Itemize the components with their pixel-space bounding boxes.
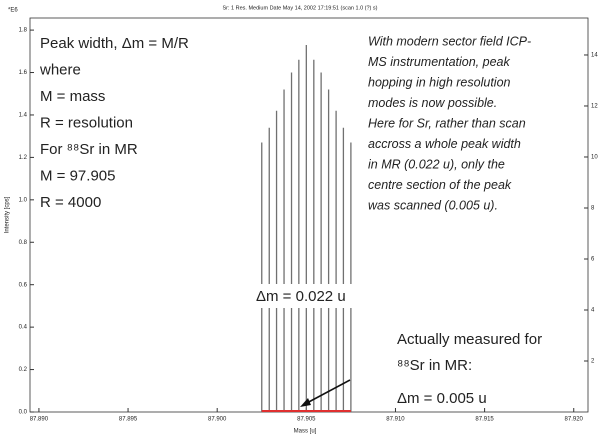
y-tick-label: 0.2 xyxy=(19,367,28,373)
y-unit: *E6 xyxy=(8,8,18,14)
x-tick-label: 87.910 xyxy=(386,417,405,423)
annotation: ⁸⁸Sr in MR: xyxy=(397,357,472,374)
y2-tick-label: 8 xyxy=(591,206,595,212)
arrow-head xyxy=(300,398,311,407)
y-tick-label: 0.6 xyxy=(19,282,28,288)
label-bg xyxy=(252,284,360,308)
x-axis-label: Mass [u] xyxy=(294,429,317,435)
x-tick-label: 87.890 xyxy=(30,417,49,423)
annotation: Δm = 0.005 u xyxy=(397,390,487,407)
annotation: Here for Sr, rather than scan xyxy=(368,116,526,130)
annotation: was scanned (0.005 u). xyxy=(368,198,498,212)
y-tick-label: 0.8 xyxy=(19,240,28,246)
annotations: Peak width, Δm = M/R where M = mass R = res… xyxy=(39,34,542,407)
annotation: For ⁸⁸Sr in MR xyxy=(40,141,138,158)
annotation: in MR (0.022 u), only the xyxy=(368,157,505,171)
annotation: where xyxy=(39,61,81,78)
annotation: MS instrumentation, peak xyxy=(368,55,510,69)
annotation: centre section of the peak xyxy=(368,178,512,192)
y-tick-label: 0.0 xyxy=(19,410,28,416)
x-tick-label: 87.915 xyxy=(475,417,494,423)
annotation: M = 97.905 xyxy=(40,167,115,184)
chart-title: Sr: 1 Res. Medium Date May 14, 2002 17:1… xyxy=(223,5,378,11)
y2-tick-label: 2 xyxy=(591,359,595,365)
annotation: With modern sector field ICP- xyxy=(368,34,531,48)
y-tick-label: 1.2 xyxy=(19,155,28,161)
annotation: accross a whole peak width xyxy=(368,137,521,151)
annotation: Peak width, Δm = M/R xyxy=(40,35,189,52)
y-tick-label: 1.6 xyxy=(19,70,28,76)
arrow xyxy=(304,379,351,405)
y-tick-label: 0.4 xyxy=(19,325,28,331)
annotation: M = mass xyxy=(40,88,105,105)
annotation: hopping in high resolution xyxy=(368,75,511,89)
y-axis-label: Intensity [cps] xyxy=(5,196,11,233)
x-tick-label: 87.920 xyxy=(565,417,584,423)
y2-tick-label: 4 xyxy=(591,308,595,314)
y2-tick-label: 6 xyxy=(591,257,595,263)
x-tick-label: 87.895 xyxy=(119,417,138,423)
annotation: Actually measured for xyxy=(397,331,542,348)
plot: 0.0 0.2 0.4 0.6 0.8 1.0 1.2 1.4 1.6 1.8 2 4 6 8 10 12 14… xyxy=(19,28,599,423)
x-tick-label: 87.905 xyxy=(297,417,316,423)
annotation: Δm = 0.022 u xyxy=(256,288,346,305)
y-tick-label: 1.0 xyxy=(19,197,28,203)
annotation: R = 4000 xyxy=(40,194,101,211)
y-tick-label: 1.4 xyxy=(19,113,28,119)
annotation: R = resolution xyxy=(40,114,133,131)
y2-tick-label: 12 xyxy=(591,104,598,110)
y2-tick-label: 10 xyxy=(591,155,598,161)
x-tick-label: 87.900 xyxy=(208,417,227,423)
annotation: modes is now possible. xyxy=(368,96,497,110)
y2-tick-label: 14 xyxy=(591,53,598,59)
y-tick-label: 1.8 xyxy=(19,28,28,34)
